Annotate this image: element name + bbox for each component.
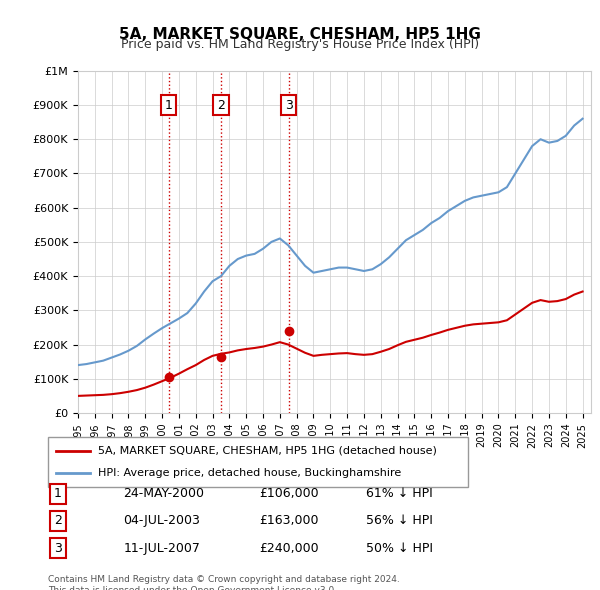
- Text: 56% ↓ HPI: 56% ↓ HPI: [365, 514, 433, 527]
- Text: 2: 2: [54, 514, 62, 527]
- Text: £106,000: £106,000: [260, 487, 319, 500]
- FancyBboxPatch shape: [48, 437, 468, 487]
- Text: Price paid vs. HM Land Registry's House Price Index (HPI): Price paid vs. HM Land Registry's House …: [121, 38, 479, 51]
- Text: 2: 2: [217, 99, 225, 112]
- Text: 3: 3: [284, 99, 293, 112]
- Text: 50% ↓ HPI: 50% ↓ HPI: [365, 542, 433, 555]
- Text: 11-JUL-2007: 11-JUL-2007: [124, 542, 200, 555]
- Text: 61% ↓ HPI: 61% ↓ HPI: [365, 487, 432, 500]
- Text: 3: 3: [54, 542, 62, 555]
- Text: 5A, MARKET SQUARE, CHESHAM, HP5 1HG (detached house): 5A, MARKET SQUARE, CHESHAM, HP5 1HG (det…: [98, 445, 437, 455]
- Text: £240,000: £240,000: [260, 542, 319, 555]
- Text: 1: 1: [54, 487, 62, 500]
- Text: 24-MAY-2000: 24-MAY-2000: [124, 487, 205, 500]
- Text: £163,000: £163,000: [260, 514, 319, 527]
- Text: 1: 1: [165, 99, 173, 112]
- Text: HPI: Average price, detached house, Buckinghamshire: HPI: Average price, detached house, Buck…: [98, 468, 401, 478]
- Text: Contains HM Land Registry data © Crown copyright and database right 2024.
This d: Contains HM Land Registry data © Crown c…: [48, 575, 400, 590]
- Text: 04-JUL-2003: 04-JUL-2003: [124, 514, 200, 527]
- Text: 5A, MARKET SQUARE, CHESHAM, HP5 1HG: 5A, MARKET SQUARE, CHESHAM, HP5 1HG: [119, 27, 481, 41]
